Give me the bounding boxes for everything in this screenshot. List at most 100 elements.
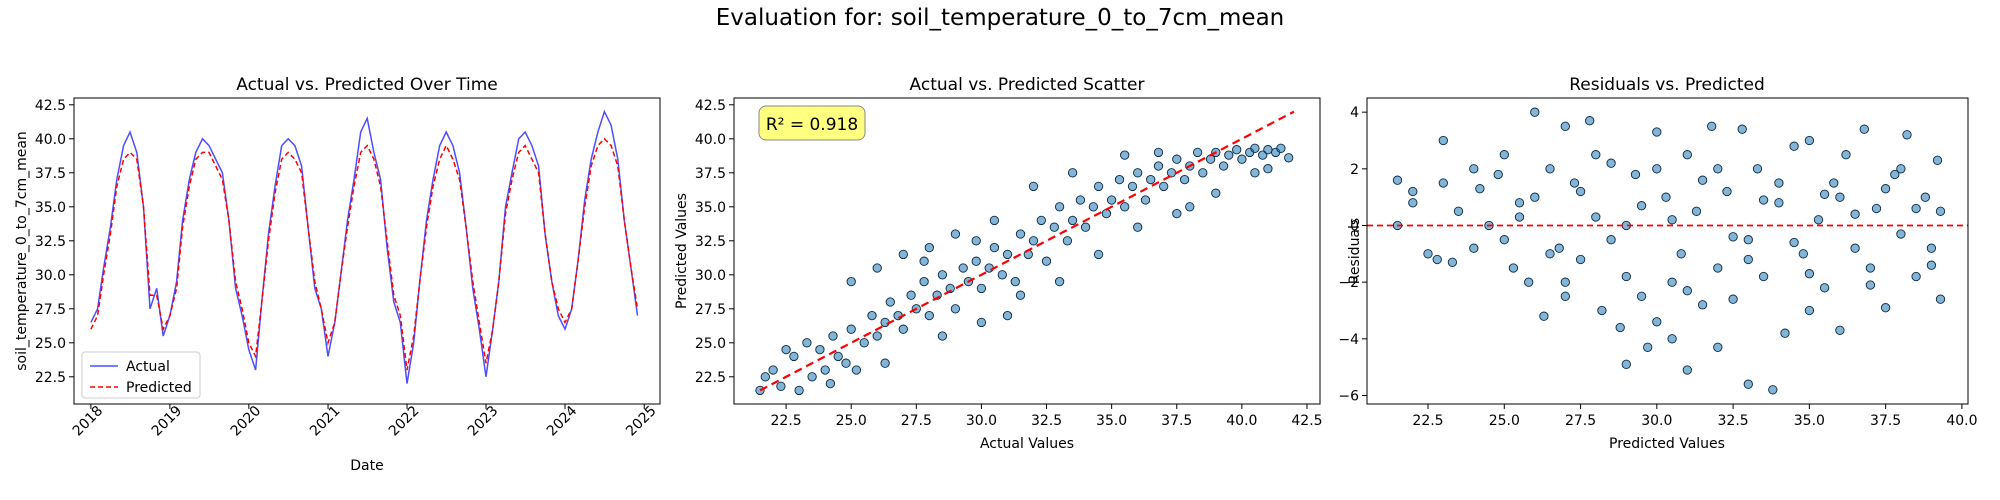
scatter-point xyxy=(1560,291,1570,301)
scatter-point xyxy=(1575,186,1586,197)
scatter-point xyxy=(1153,147,1164,158)
scatter-point xyxy=(971,256,981,266)
scatter-point xyxy=(1545,249,1555,259)
y-tick-label: 30.0 xyxy=(695,268,726,284)
scatter-point xyxy=(1408,186,1418,197)
scatter-point xyxy=(1774,198,1784,208)
x-ticks: 22.5 25.0 27.5 30.0 32.5 35.0 37.5 40.0 42.5 xyxy=(771,404,1323,429)
scatter-point xyxy=(1667,277,1677,287)
scatter-point xyxy=(1835,192,1845,202)
scatter-point xyxy=(1774,178,1784,188)
scatter-point xyxy=(1835,325,1845,335)
scatter-point xyxy=(1469,164,1479,174)
x-tick-label: 37.5 xyxy=(1870,413,1901,429)
scatter-point xyxy=(859,338,869,348)
scatter-point xyxy=(1643,342,1653,352)
scatter-point xyxy=(989,242,1000,253)
y-tick-label: 25.0 xyxy=(35,336,66,352)
scatter-point xyxy=(1932,155,1943,165)
scatter-point xyxy=(872,331,882,341)
scatter-point xyxy=(1133,222,1143,232)
scatter-point xyxy=(1524,277,1534,287)
scatter-point xyxy=(1743,379,1753,389)
panel-timeseries: Actual vs. Predicted Over Time Date soil… xyxy=(14,75,661,474)
x-tick-label: 32.5 xyxy=(1718,413,1749,429)
scatter-point xyxy=(1789,237,1799,248)
y-tick-label: 40.0 xyxy=(35,132,66,148)
scatter-point xyxy=(1408,198,1418,208)
scatter-point xyxy=(1682,150,1692,160)
scatter-point xyxy=(1829,178,1839,188)
scatter-point xyxy=(1737,124,1747,134)
scatter-point xyxy=(1545,164,1555,174)
scatter-point xyxy=(1093,249,1104,260)
y-tick-label: 27.5 xyxy=(35,302,66,318)
y-tick-label: 2 xyxy=(1350,162,1359,178)
y-tick-label: 35.0 xyxy=(695,200,726,216)
scatter-point xyxy=(1276,143,1286,153)
y-axis-label: soil_temperature_0_to_7cm_mean xyxy=(14,131,30,371)
scatter-point xyxy=(1804,305,1815,316)
y-tick-label: 27.5 xyxy=(695,302,726,318)
scatter-point xyxy=(807,372,817,382)
scatter-point xyxy=(851,365,862,375)
scatter-point xyxy=(1560,121,1570,131)
y-tick-label: 0 xyxy=(1350,219,1359,235)
y-tick-label: 35.0 xyxy=(35,200,66,216)
y-axis-label: Residuals xyxy=(1347,218,1363,284)
y-tick-label: 42.5 xyxy=(695,98,726,114)
scatter-point xyxy=(1752,164,1763,174)
r2-annotation-text: R² = 0.918 xyxy=(766,115,858,135)
scatter-point xyxy=(1871,203,1882,214)
scatter-point xyxy=(872,263,882,273)
r2-annotation-box xyxy=(758,105,866,141)
scatter-point xyxy=(1088,202,1099,212)
axes-frame xyxy=(733,97,1321,405)
scatter-point xyxy=(1153,161,1164,171)
scatter-point xyxy=(885,297,895,307)
scatter-point xyxy=(1621,271,1631,282)
x-tick-label: 42.5 xyxy=(1291,413,1322,429)
scatter-point xyxy=(1120,202,1130,212)
scatter-point xyxy=(1630,169,1641,180)
scatter-point xyxy=(1676,249,1686,259)
legend: Actual Predicted xyxy=(81,351,201,399)
scatter-point xyxy=(1530,107,1540,117)
scatter-point xyxy=(1682,365,1692,375)
scatter-point xyxy=(1850,209,1860,219)
scatter-point xyxy=(1002,249,1013,260)
y-tick-label: −2 xyxy=(1338,275,1359,291)
panel-scatter: Actual vs. Predicted Scatter Actual Valu… xyxy=(674,75,1323,452)
scatter-point xyxy=(1697,300,1708,310)
scatter-point xyxy=(1250,143,1260,153)
scatter-point xyxy=(1926,260,1937,270)
scatter-point xyxy=(1743,254,1753,265)
scatter-point xyxy=(1789,141,1799,151)
scatter-point xyxy=(802,338,812,348)
y-ticks: 22.5 25.0 27.5 30.0 32.5 35.0 37.5 40.0 42.5 xyxy=(695,98,734,386)
legend-label-predicted: Predicted xyxy=(126,380,192,396)
scatter-point xyxy=(1493,169,1503,180)
scatter-point xyxy=(1606,235,1616,245)
scatter-point xyxy=(1475,184,1485,194)
scatter-point xyxy=(846,324,856,334)
scatter-point xyxy=(971,236,981,246)
scatter-point xyxy=(1569,178,1580,188)
scatter-point xyxy=(1691,206,1702,216)
panel-title: Residuals vs. Predicted xyxy=(1569,75,1765,95)
scatter-point xyxy=(1758,271,1769,282)
scatter-point xyxy=(1447,257,1458,267)
scatter-point xyxy=(1453,206,1464,216)
scatter-point xyxy=(846,276,856,287)
scatter-point xyxy=(919,256,929,266)
scatter-point xyxy=(1819,189,1830,199)
scatter-point xyxy=(1539,311,1549,321)
scatter-point xyxy=(1438,135,1448,146)
scatter-point xyxy=(1591,150,1601,160)
scatter-point xyxy=(1804,269,1815,279)
scatter-point xyxy=(1935,294,1946,304)
scatter-point xyxy=(1850,243,1860,253)
y-tick-label: 30.0 xyxy=(35,268,66,284)
legend-box xyxy=(81,351,201,399)
scatter-point xyxy=(1469,243,1479,253)
